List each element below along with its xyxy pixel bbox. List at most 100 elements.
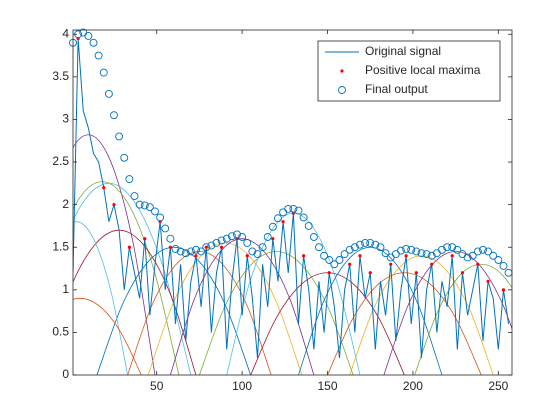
y-tick-label: 1 — [62, 282, 69, 296]
y-tick-label: 4 — [62, 26, 69, 40]
legend-box — [317, 40, 501, 102]
y-tick-label: 0.5 — [52, 325, 69, 339]
output-marker — [181, 249, 190, 258]
output-marker — [171, 244, 180, 253]
local-maximum — [204, 245, 208, 249]
output-marker — [89, 38, 98, 47]
local-maximum — [389, 262, 393, 266]
y-tick-label: 3.5 — [52, 69, 69, 83]
output-marker — [381, 249, 390, 258]
output-marker — [258, 243, 267, 252]
output-marker — [361, 239, 370, 247]
output-marker — [161, 224, 170, 233]
signal-line — [73, 38, 510, 359]
output-marker — [494, 256, 503, 264]
local-maximum — [414, 271, 418, 275]
local-maximum — [271, 237, 275, 241]
output-marker — [299, 213, 308, 222]
component-curve — [73, 182, 192, 375]
local-maximum — [501, 288, 506, 292]
local-maximum — [102, 185, 106, 190]
output-marker — [222, 234, 231, 243]
component-curve — [96, 246, 252, 375]
output-marker — [412, 247, 421, 256]
component-curve — [73, 221, 129, 375]
legend-label: Positive local maxima — [365, 63, 481, 77]
local-maximum — [112, 203, 116, 207]
local-maximum — [327, 271, 331, 275]
local-maximum — [348, 262, 352, 266]
output-marker — [217, 236, 226, 245]
output-marker — [99, 68, 108, 77]
output-marker — [207, 241, 216, 250]
output-marker — [140, 201, 149, 210]
x-tick-label: 200 — [403, 379, 423, 393]
component-curve — [250, 272, 405, 375]
local-maximum — [476, 262, 480, 266]
output-marker — [473, 247, 482, 256]
output-marker — [309, 233, 318, 241]
output-marker — [350, 243, 359, 252]
local-maximum — [143, 237, 147, 241]
output-marker — [325, 256, 334, 264]
local-maximum — [404, 254, 408, 258]
component-curve — [73, 134, 156, 375]
output-marker — [145, 203, 154, 212]
output-marker — [499, 262, 508, 270]
x-tick-label: 100 — [232, 379, 252, 393]
local-maximum — [168, 245, 172, 249]
output-marker — [104, 89, 113, 98]
output-marker — [151, 207, 159, 216]
output-marker — [233, 230, 241, 239]
output-marker — [453, 245, 462, 254]
local-maximum — [194, 254, 198, 258]
output-marker — [186, 247, 195, 256]
local-maximum — [302, 254, 306, 258]
output-marker — [227, 232, 236, 241]
x-tick-label: 150 — [318, 379, 338, 393]
legend-swatch — [338, 86, 346, 94]
component-curve — [414, 263, 512, 375]
output-marker — [120, 153, 129, 162]
output-marker — [110, 111, 118, 120]
output-marker — [438, 245, 446, 254]
output-marker — [212, 239, 221, 247]
local-maximum — [450, 254, 454, 258]
output-marker — [407, 245, 416, 254]
output-marker — [330, 260, 339, 269]
legend: Original signal Positive local maxima Fina… — [317, 40, 501, 102]
x-tick-label: 50 — [150, 379, 164, 393]
output-marker — [402, 244, 411, 253]
output-marker — [248, 247, 257, 256]
output-marker — [135, 200, 144, 209]
output-marker — [335, 256, 344, 264]
local-maximum — [127, 245, 131, 249]
output-marker — [356, 240, 364, 249]
output-marker — [448, 243, 457, 252]
local-maximum — [281, 220, 285, 224]
legend-label: Original signal — [365, 44, 441, 58]
output-marker — [468, 251, 477, 260]
local-maximum — [486, 279, 490, 283]
output-marker — [489, 251, 498, 260]
output-marker — [202, 243, 211, 252]
output-marker — [192, 245, 200, 254]
y-tick-label: 1.5 — [52, 239, 69, 253]
output-marker — [422, 250, 431, 258]
output-marker — [156, 213, 165, 222]
output-marker — [417, 249, 426, 258]
component-curve — [169, 238, 315, 375]
output-marker — [315, 243, 323, 252]
output-marker — [294, 206, 303, 215]
local-maximum — [220, 245, 224, 249]
output-marker — [94, 51, 103, 60]
output-marker — [268, 222, 277, 231]
local-maximum — [460, 271, 465, 275]
local-maximum — [368, 271, 372, 275]
output-marker — [463, 253, 472, 262]
output-marker — [484, 247, 493, 256]
y-tick-label: 0 — [62, 367, 69, 381]
output-marker — [115, 132, 124, 141]
output-marker — [274, 214, 282, 223]
